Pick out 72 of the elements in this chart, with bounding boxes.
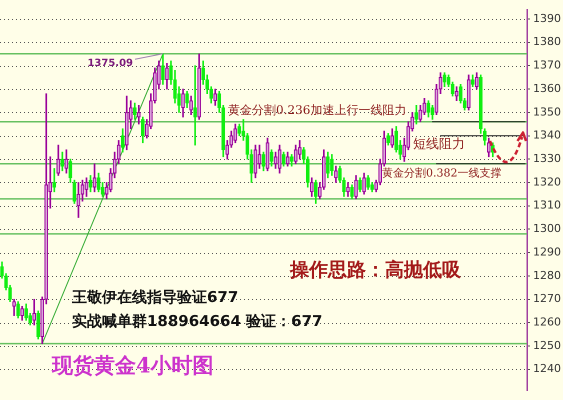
- y-tick-label: 1380: [533, 35, 561, 48]
- candlestick: [390, 128, 394, 148]
- annotation: 黄金分割0.382一线支撑: [382, 166, 502, 180]
- annotation: 王敬伊在线指导验证677: [71, 288, 238, 306]
- candlestick: [274, 152, 278, 169]
- y-tick-label: 1320: [533, 175, 561, 188]
- candlestick: [282, 152, 286, 166]
- candlestick: [68, 158, 72, 183]
- candlestick: [16, 301, 20, 318]
- candlestick: [358, 177, 362, 192]
- y-tick-label: 1360: [533, 82, 561, 95]
- candlestick: [278, 144, 282, 174]
- candlestick: [346, 182, 350, 197]
- y-tick-label: 1270: [533, 292, 561, 306]
- y-tick-label: 1390: [533, 12, 561, 25]
- candlestick: [290, 154, 294, 166]
- y-tick-label: 1330: [533, 152, 561, 165]
- candlestick: [181, 88, 185, 118]
- candlestick: [201, 60, 205, 85]
- candlestick: [72, 180, 76, 204]
- candlestick: [64, 149, 68, 174]
- candlestick: [474, 72, 479, 90]
- annotation: 实战喊单群188964664 验证：677: [72, 312, 322, 330]
- candlestick: [366, 175, 370, 190]
- candlestick: [24, 304, 28, 321]
- candlestick: [314, 180, 318, 204]
- annotation: 短线阻力: [413, 137, 465, 152]
- candlestick: [140, 116, 145, 144]
- y-tick-label: 1310: [533, 198, 561, 212]
- candlestick: [354, 175, 358, 200]
- candlestick: [120, 128, 125, 152]
- y-tick-label: 1280: [533, 268, 561, 282]
- candlestick: [185, 91, 189, 108]
- candlestick: [161, 53, 165, 85]
- candlestick: [270, 149, 274, 166]
- candlestick: [442, 72, 446, 88]
- candlestick: [197, 54, 201, 120]
- y-tick-label: 1340: [533, 128, 561, 142]
- y-tick-label: 1370: [533, 58, 561, 72]
- candlestick: [262, 152, 266, 172]
- candlestick: [426, 100, 430, 118]
- text: 现货黄金4小时图: [51, 352, 214, 378]
- candlestick: [422, 98, 426, 116]
- candlestick: [52, 168, 56, 192]
- candlestick: [36, 310, 40, 340]
- candlestick: [193, 65, 197, 146]
- candlestick: [165, 63, 169, 90]
- candlestick: [124, 96, 129, 150]
- y-tick-label: 1350: [533, 105, 561, 118]
- candlestick: [234, 124, 238, 144]
- annotation: 黄金分割0.236加速上行一线阻力: [228, 102, 406, 117]
- y-tick-label: 1290: [533, 245, 561, 258]
- annotation: 操作思路：高抛低吸: [289, 258, 462, 281]
- candlestick: [76, 182, 80, 218]
- y-tick-label: 1250: [533, 338, 561, 352]
- candlestick: [254, 144, 258, 178]
- y-tick-label: 1240: [533, 362, 561, 376]
- candlestick: [92, 163, 96, 192]
- y-tick-label: 1260: [533, 316, 561, 329]
- candlestick: [362, 172, 366, 194]
- candlestick: [266, 138, 270, 172]
- candlestick: [136, 105, 141, 124]
- candlestick: [454, 86, 458, 102]
- candlestick: [350, 184, 354, 200]
- candlestick: [326, 152, 330, 178]
- candlestick: [96, 172, 100, 192]
- candlestick: [466, 74, 470, 110]
- candlestick: [189, 96, 193, 116]
- annotation: 1375.09: [87, 58, 134, 69]
- candlestick: [310, 177, 314, 197]
- candlestick: [486, 138, 491, 158]
- y-tick-label: 1300: [533, 222, 561, 236]
